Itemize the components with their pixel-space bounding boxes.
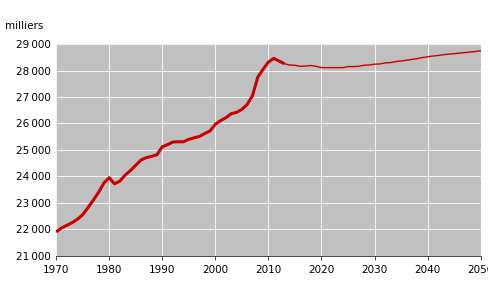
Text: milliers: milliers [5,21,43,31]
